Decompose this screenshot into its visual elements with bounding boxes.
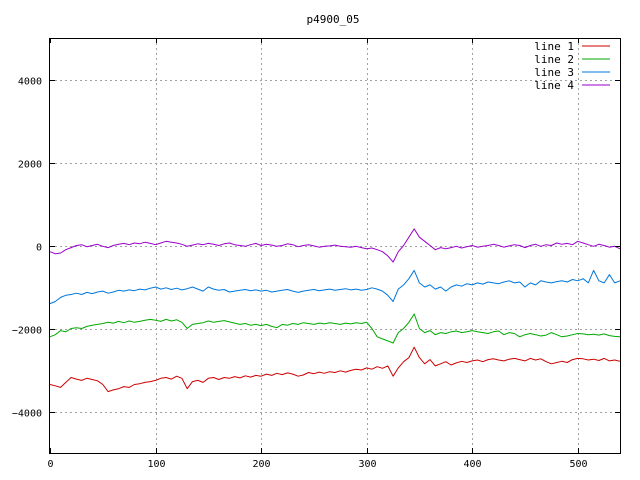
series-line-1	[49, 346, 621, 393]
series-line-3	[49, 269, 621, 305]
axis-ticks	[50, 38, 620, 453]
tick-labels: 0 100 200 300 400 500 −4000 −2000 0 2000 4000	[12, 77, 588, 471]
series-line-2	[49, 313, 621, 344]
x-tick-label: 400	[463, 459, 481, 470]
x-tick-label: 300	[358, 459, 376, 470]
y-tick-label: −2000	[12, 326, 42, 337]
y-tick-label: 4000	[18, 77, 42, 88]
grid-lines	[50, 38, 620, 453]
x-tick-label: 200	[252, 459, 270, 470]
series-lines	[49, 228, 621, 393]
legend-label: line 1	[534, 40, 574, 53]
legend-label: line 2	[534, 53, 574, 66]
x-tick-label: 500	[569, 459, 587, 470]
x-tick-label: 0	[47, 459, 53, 470]
legend-label: line 3	[534, 66, 574, 79]
x-tick-label: 100	[147, 459, 165, 470]
legend-label: line 4	[534, 79, 574, 92]
plot-frame	[49, 38, 621, 454]
chart-title: p4900_05	[307, 13, 360, 26]
y-tick-label: 2000	[18, 160, 42, 171]
y-tick-label: −4000	[12, 409, 42, 420]
series-line-4	[49, 228, 621, 263]
y-tick-label: 0	[36, 243, 42, 254]
